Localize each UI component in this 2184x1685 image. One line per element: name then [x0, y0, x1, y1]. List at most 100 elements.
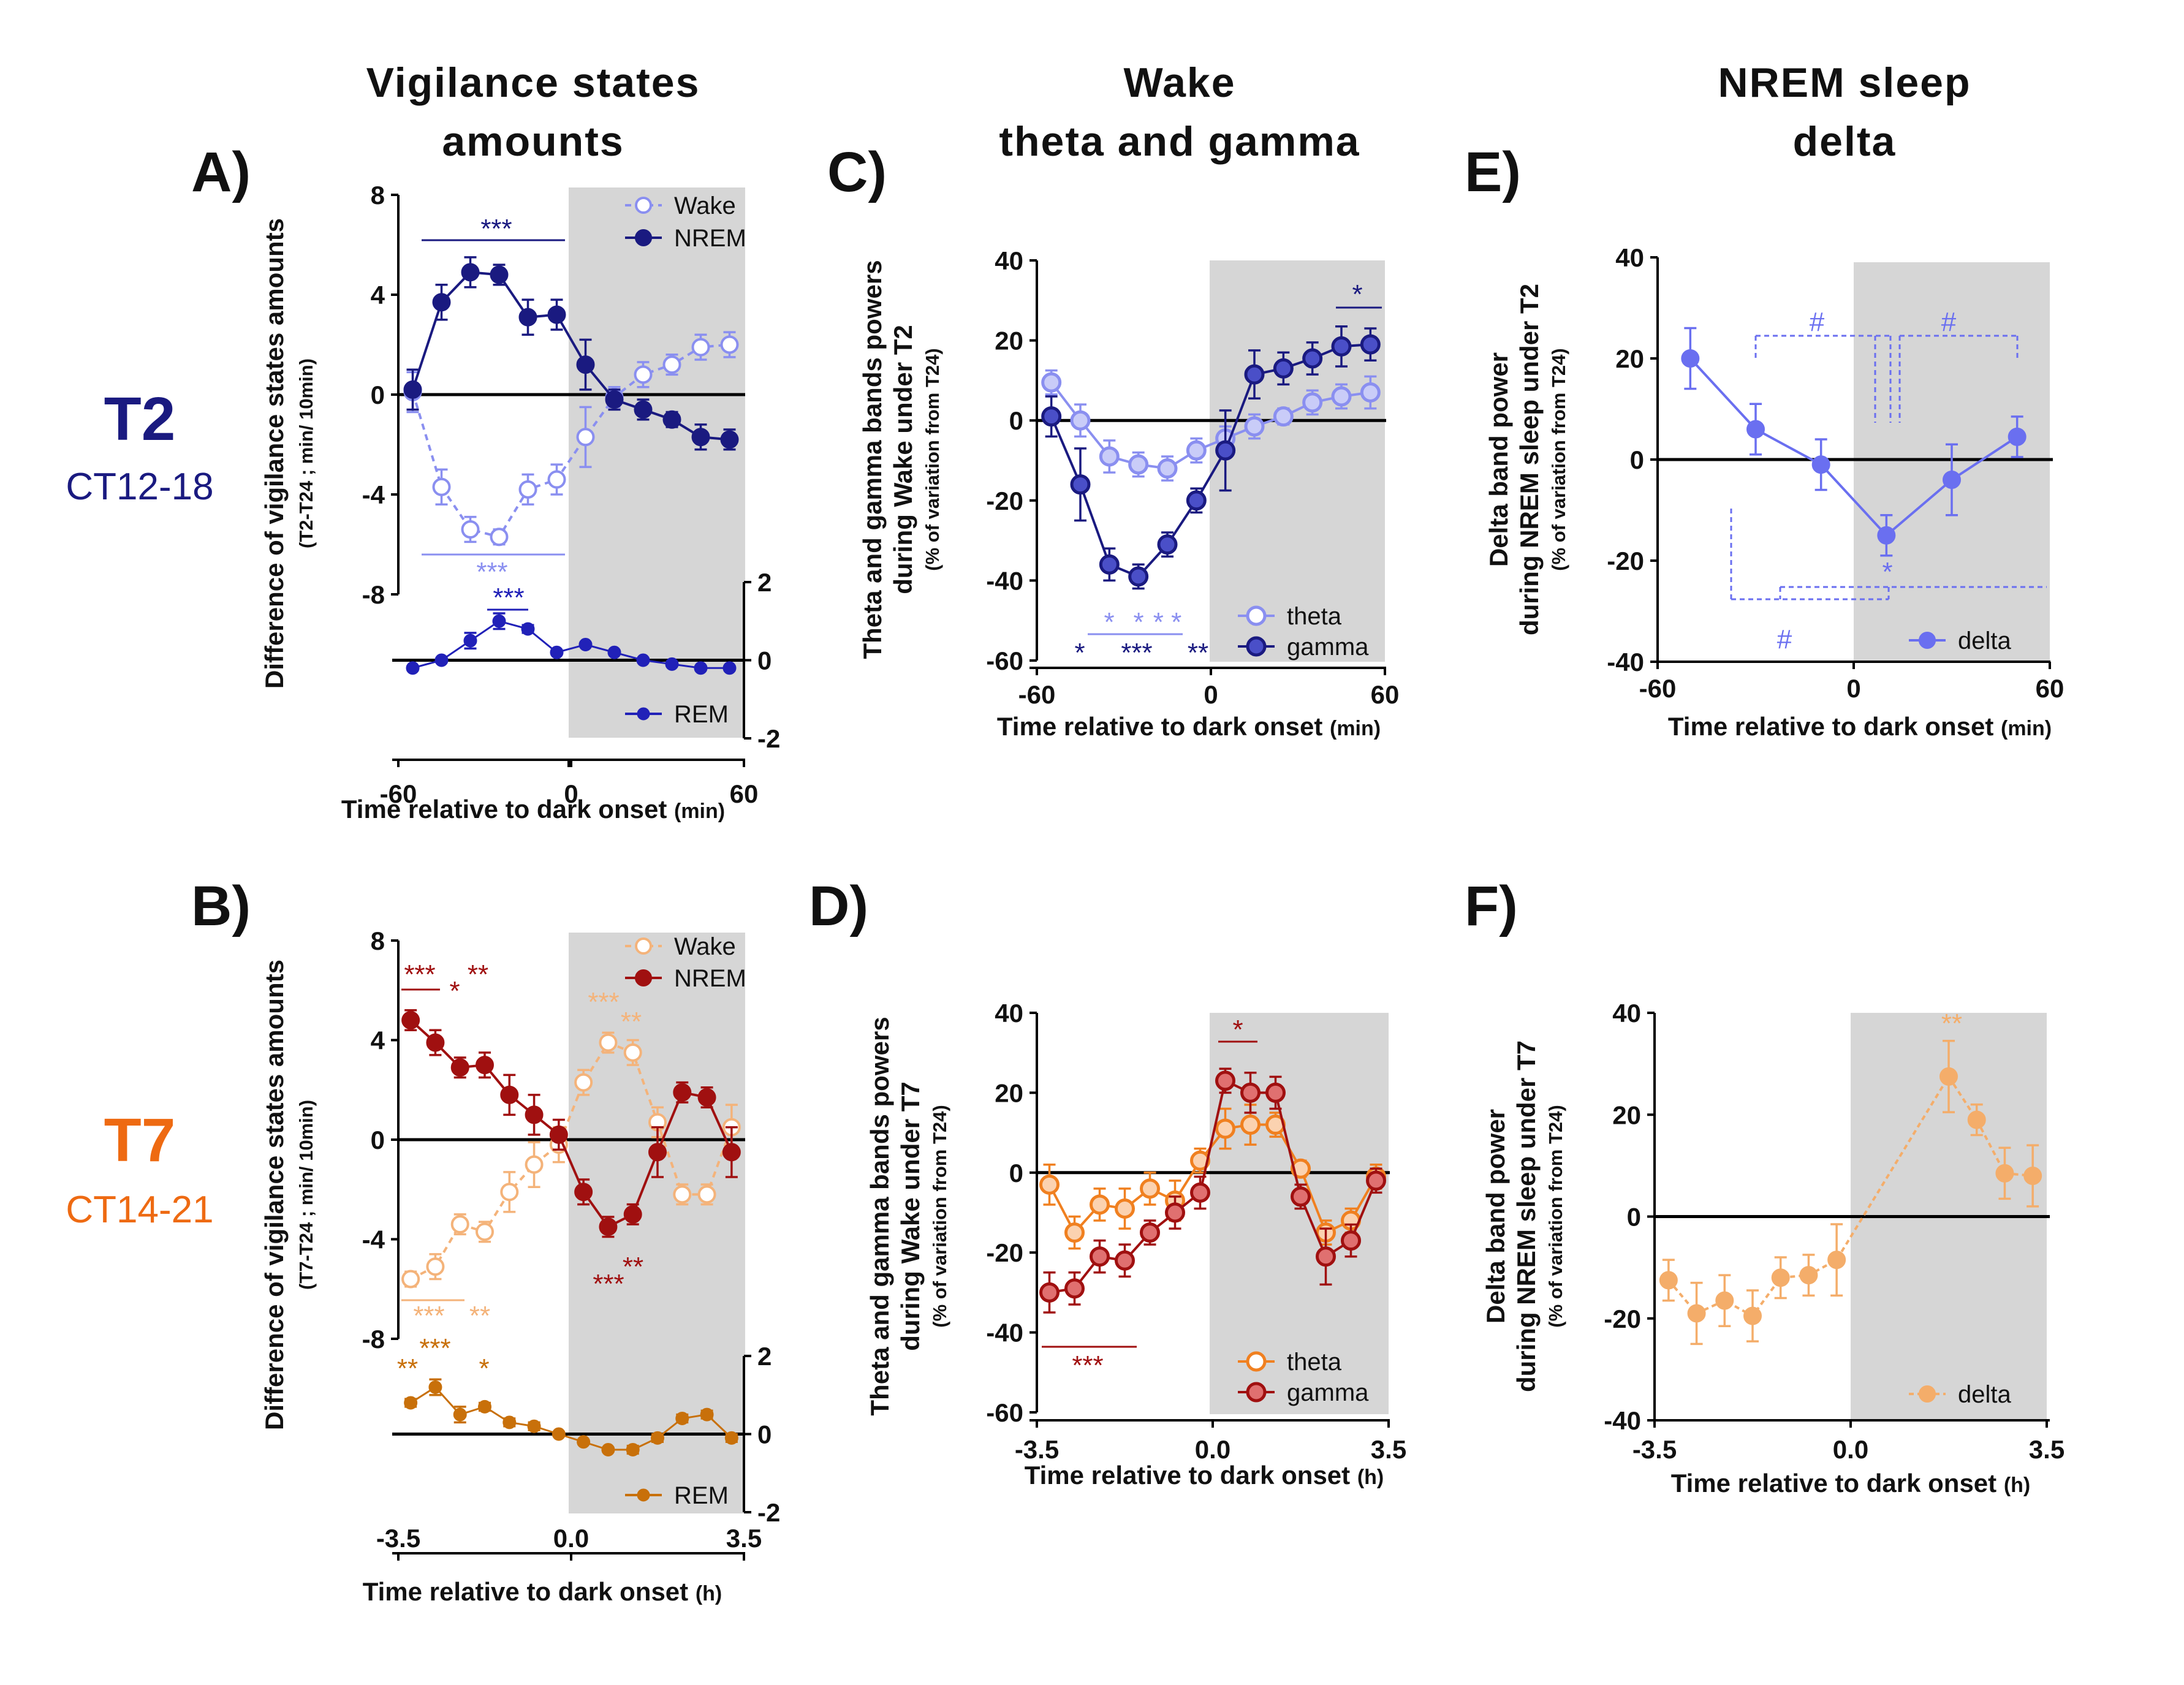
data-point-nrem [403, 380, 422, 399]
data-point-nrem [720, 430, 739, 449]
legend-marker [637, 707, 650, 721]
data-point-gamma [1070, 474, 1091, 495]
y-axis-title-line2: during Wake under T2 [889, 325, 917, 594]
y-tick-label: -60 [986, 646, 1023, 675]
row-sub-t7: CT14-21 [66, 1189, 213, 1231]
significance-marker: # [1777, 624, 1792, 654]
data-point-nrem [426, 1033, 445, 1052]
significance-marker: * [479, 1354, 489, 1384]
dark-phase-shade [569, 933, 745, 1513]
significance-marker: * [1104, 607, 1114, 637]
legend-marker [1919, 632, 1936, 649]
data-point-wake [461, 520, 480, 539]
x-axis-unit: (h) [696, 1582, 722, 1605]
data-point-theta [1115, 1198, 1135, 1219]
data-point-wake [574, 1073, 593, 1092]
data-point-delta [1799, 1266, 1818, 1285]
data-point-nrem [461, 263, 480, 282]
data-point-nrem [518, 308, 537, 327]
legend-marker [1246, 1382, 1267, 1403]
significance-marker: * [1882, 557, 1892, 587]
data-point-rem [724, 1431, 738, 1445]
y-axis-subtitle: (T7-T24 ; min/ 10min) [295, 1100, 317, 1290]
svg-text:Time relative to dark onset (m: Time relative to dark onset (min) [1668, 712, 2052, 741]
legend-marker [1246, 636, 1267, 657]
data-point-theta [1070, 410, 1091, 431]
svg-text:Time relative to dark onset (h: Time relative to dark onset (h) [1671, 1469, 2031, 1498]
x-axis-title: Time relative to dark onset [363, 1577, 688, 1606]
significance-marker: *** [1121, 638, 1152, 668]
data-point-theta [1240, 1115, 1261, 1135]
significance-marker: * [1232, 1015, 1243, 1045]
data-point-theta [1140, 1178, 1160, 1199]
data-point-delta [1771, 1268, 1790, 1287]
series-line-wake [411, 343, 730, 539]
row-label-t7: T7 [104, 1106, 176, 1175]
legend-marker [1919, 1385, 1936, 1403]
data-point-nrem [574, 1183, 593, 1202]
y-axis-subtitle: (% of variation from T24) [922, 348, 943, 570]
legend-label-theta: theta [1287, 1349, 1342, 1376]
y-tick-label: 40 [995, 999, 1023, 1028]
data-point-theta [1099, 446, 1120, 467]
y-tick-label: 0 [1009, 1159, 1023, 1187]
y-axis-subtitle: (% of variation from T24) [1545, 1105, 1566, 1327]
data-point-wake [697, 1185, 716, 1204]
data-point-gamma [1157, 534, 1178, 555]
y-tick-label: -40 [986, 566, 1023, 595]
panel-a: Time relative to dark onset (min) Differ… [260, 187, 745, 824]
x-tick-label: -60 [380, 779, 417, 808]
data-point-nrem [500, 1085, 519, 1104]
data-point-rem [527, 1419, 541, 1433]
data-point-rem [694, 661, 708, 675]
data-point-nrem [490, 265, 509, 284]
y-tick-label: 2 [757, 1342, 772, 1371]
significance-marker: * * [1153, 607, 1181, 637]
data-point-rem [577, 1435, 591, 1449]
y-tick-label: -2 [757, 1498, 780, 1527]
y-axis-subtitle: (% of variation from T24) [1548, 348, 1569, 570]
data-point-delta [1877, 526, 1896, 545]
legend-label-wake: Wake [674, 192, 736, 219]
data-point-nrem [401, 1011, 420, 1029]
y-tick-label: -40 [986, 1319, 1023, 1347]
y-tick-label: -20 [1604, 1304, 1641, 1333]
data-point-nrem [722, 1143, 741, 1162]
x-tick-label: 0 [1846, 674, 1860, 703]
data-point-theta [1157, 458, 1178, 479]
legend-marker [635, 197, 652, 214]
data-point-theta [1128, 454, 1149, 475]
legend-label-wake: Wake [674, 933, 736, 960]
data-point-gamma [1064, 1278, 1085, 1299]
row-sub-t2: CT12-18 [66, 466, 213, 508]
y-tick-label: 8 [371, 181, 385, 210]
data-point-delta [1715, 1291, 1734, 1310]
legend-label-theta: theta [1287, 603, 1342, 630]
data-point-theta [1291, 1158, 1311, 1179]
significance-marker: *** [493, 583, 524, 613]
significance-marker: ** [623, 1252, 643, 1282]
data-point-wake [599, 1033, 618, 1052]
data-point-theta [1244, 416, 1265, 437]
data-point-rem [626, 1443, 640, 1456]
data-point-wake [432, 477, 451, 496]
x-tick-label: 0.0 [553, 1524, 589, 1553]
legend-label-gamma: gamma [1287, 634, 1369, 661]
data-point-delta [1681, 349, 1700, 368]
data-point-nrem [697, 1088, 716, 1107]
data-point-delta [1967, 1110, 1986, 1129]
data-point-delta [1743, 1306, 1762, 1325]
data-point-delta [1746, 420, 1765, 439]
data-point-theta [1186, 440, 1207, 461]
legend-label-nrem: NREM [674, 225, 746, 252]
x-axis-unit: (h) [1357, 1466, 1384, 1489]
legend-label-delta: delta [1958, 627, 2011, 654]
significance-marker: *** [593, 1269, 624, 1299]
y-tick-label: -4 [362, 1225, 385, 1254]
data-point-nrem [450, 1058, 469, 1077]
data-point-wake [673, 1185, 692, 1204]
data-point-gamma [1244, 364, 1265, 385]
data-point-nrem [691, 428, 710, 447]
data-point-rem [607, 645, 621, 659]
